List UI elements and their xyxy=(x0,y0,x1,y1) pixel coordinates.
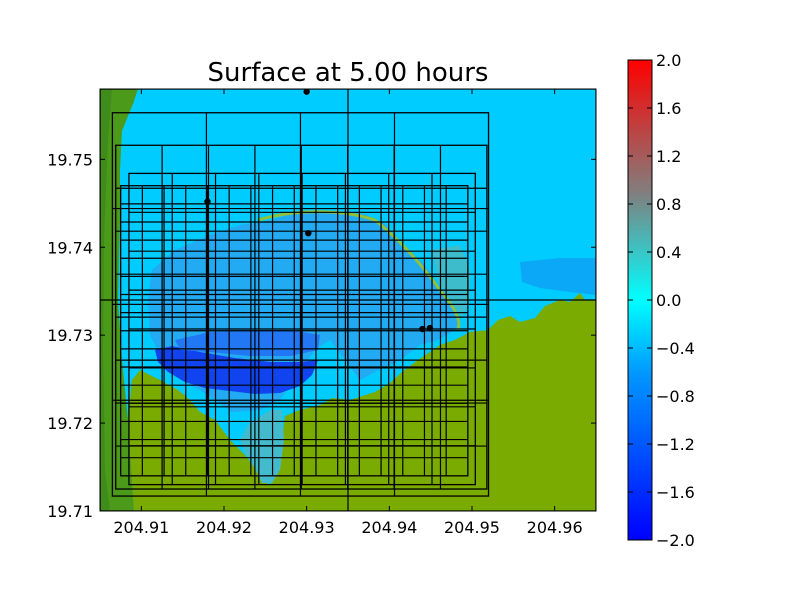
x-tick-label: 204.94 xyxy=(361,518,417,537)
gauge-markers xyxy=(204,89,434,333)
gauge-marker xyxy=(419,325,426,333)
y-tick-label: 19.74 xyxy=(47,238,93,257)
x-tick-label: 204.92 xyxy=(196,518,252,537)
colorbar-tick-label: 1.2 xyxy=(656,147,681,166)
gauge-marker xyxy=(426,324,434,332)
y-tick-label: 19.75 xyxy=(47,150,93,169)
gauge-marker xyxy=(204,198,211,205)
colorbar-tick-label: −0.8 xyxy=(656,387,695,406)
east-channel xyxy=(520,258,596,295)
x-tick-label: 204.96 xyxy=(527,518,583,537)
y-tick-label: 19.72 xyxy=(47,414,93,433)
deep-water xyxy=(155,346,318,394)
y-tick-label: 19.71 xyxy=(47,502,93,521)
x-tick-label: 204.93 xyxy=(279,518,335,537)
colorbar-tick-label: 1.6 xyxy=(656,99,681,118)
colorbar-tick-label: −0.4 xyxy=(656,339,695,358)
colorbar: 2.0 1.6 1.2 0.8 0.4 0.0 −0.4 −0.8 −1.2 −1.6 −2.0 xyxy=(627,51,695,550)
amr-grid-patches xyxy=(100,89,596,511)
colorbar-tick-label: 0.8 xyxy=(656,195,681,214)
colorbar-tick-label: 2.0 xyxy=(656,51,681,70)
plot-frame xyxy=(99,88,597,512)
y-axis: 19.71 19.72 19.73 19.74 19.75 xyxy=(47,150,596,521)
colorbar-tick-label: −2.0 xyxy=(656,531,695,550)
colorbar-tick-label: 0.4 xyxy=(656,243,681,262)
land-region-west xyxy=(100,89,138,511)
y-tick-label: 19.73 xyxy=(47,326,93,345)
colorbar-tick-label: −1.2 xyxy=(656,435,695,454)
x-axis: 204.91 204.92 204.93 204.94 204.95 204.96 xyxy=(113,89,583,537)
grid-patch-4 xyxy=(120,185,469,477)
grid-patch-3 xyxy=(128,172,476,486)
colorbar-tick-label: 0.0 xyxy=(656,291,681,310)
colorbar-tick-label: −1.6 xyxy=(656,483,695,502)
x-tick-label: 204.91 xyxy=(113,518,169,537)
land-region-west-dark xyxy=(100,89,112,511)
x-tick-label: 204.95 xyxy=(444,518,500,537)
chart-title: Surface at 5.00 hours xyxy=(208,58,489,88)
land-region-south xyxy=(128,293,596,511)
plot-area xyxy=(100,89,596,511)
gauge-marker xyxy=(305,229,312,237)
